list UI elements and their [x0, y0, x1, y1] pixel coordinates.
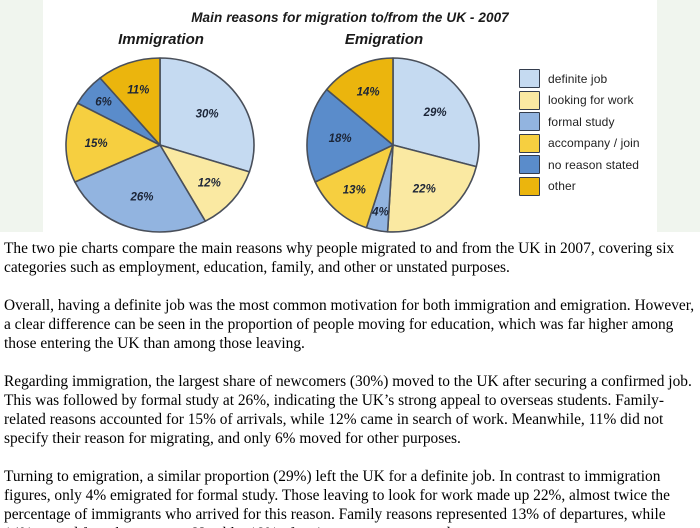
pie-slice-label: 22% [412, 184, 436, 196]
pie-slice-label: 6% [95, 97, 112, 109]
legend-swatch-looking-for-work [519, 90, 540, 110]
pie-slice-label: 30% [196, 108, 219, 120]
pie-slice-immigration-definite-job [159, 57, 255, 173]
chart-legend: definite job looking for work formal stu… [519, 69, 640, 196]
figure-right-margin [657, 0, 700, 232]
pie-slice-emigration-other [325, 57, 394, 146]
immigration-pie-title: Immigration [118, 31, 204, 48]
pie-slice-immigration-accompany-join [65, 102, 161, 183]
legend-item-formal-study: formal study [519, 112, 640, 131]
legend-swatch-definite-job [519, 69, 540, 88]
figure-left-margin [0, 0, 43, 232]
pie-slice-label: 26% [129, 191, 153, 203]
legend-swatch-accompany-join [519, 133, 540, 153]
legend-item-no-reason-stated: no reason stated [519, 155, 640, 174]
essay-paragraph-immigration: Regarding immigration, the largest share… [4, 373, 692, 447]
legend-item-other: other [519, 176, 640, 196]
legend-label: accompany / join [548, 136, 640, 150]
legend-item-looking-for-work: looking for work [519, 90, 640, 110]
essay-paragraph-emigration: Turning to emigration, a similar proport… [4, 468, 670, 528]
legend-label: looking for work [548, 93, 634, 107]
pie-slice-label: 29% [423, 107, 447, 119]
essay-text: The two pie charts compare the main reas… [0, 233, 700, 528]
pie-slice-immigration-looking-for-work [159, 144, 251, 222]
pie-slice-emigration-accompany-join [314, 144, 394, 229]
legend-label: formal study [548, 114, 615, 129]
legend-label: no reason stated [548, 157, 639, 172]
pie-slice-label: 18% [329, 133, 352, 145]
legend-label: definite job [548, 71, 608, 86]
pie-slice-label: 15% [85, 138, 108, 150]
pie-slice-label: 4% [371, 207, 389, 219]
emigration-pie-title: Emigration [344, 31, 424, 48]
legend-item-accompany-join: accompany / join [519, 133, 640, 153]
pie-slice-label: 13% [343, 184, 366, 196]
legend-swatch-no-reason-stated [519, 155, 540, 174]
legend-item-definite-job: definite job [519, 69, 640, 88]
pie-slice-immigration-formal-study [74, 144, 207, 233]
migration-pie-charts-figure: Main reasons for migration to/from the U… [0, 0, 700, 233]
essay-paragraph-introduction: The two pie charts compare the main reas… [4, 240, 675, 276]
legend-swatch-other [519, 176, 540, 196]
pie-charts-svg: 30% 12% 26% 15% 6% 11% 29% 22% 4% 13% 18% 14% [65, 57, 480, 233]
legend-swatch-formal-study [519, 112, 540, 131]
legend-label: other [548, 179, 576, 193]
pie-slice-emigration-definite-job [392, 57, 480, 168]
chart-title: Main reasons for migration to/from the U… [191, 10, 509, 25]
pie-slice-label: 12% [198, 178, 221, 190]
pie-slice-label: 14% [357, 87, 380, 99]
essay-paragraph-overview: Overall, having a definite job was the m… [4, 297, 695, 352]
pie-slice-immigration-other [99, 57, 161, 146]
pie-slice-label: 11% [127, 84, 149, 96]
pie-slice-emigration-no-reason-stated [306, 88, 394, 183]
pie-slice-emigration-looking-for-work [386, 144, 478, 233]
